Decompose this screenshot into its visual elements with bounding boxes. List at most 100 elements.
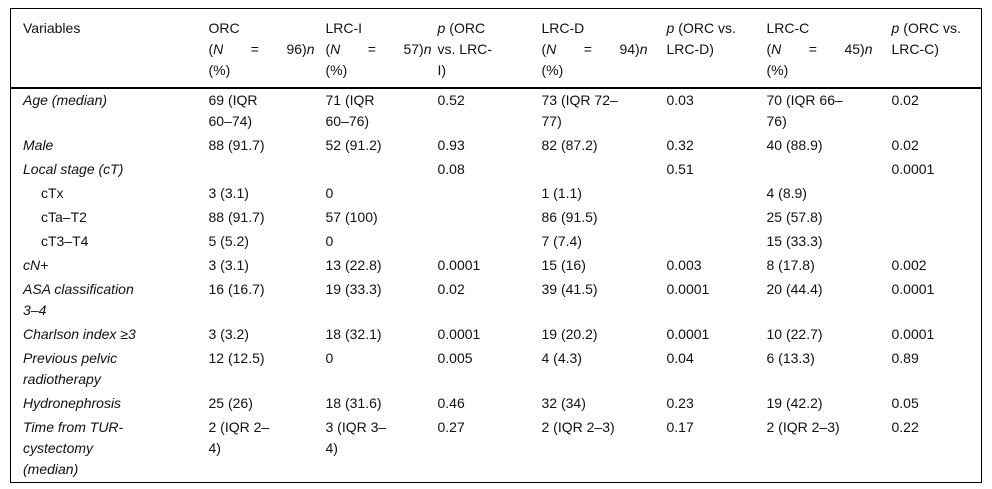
column-percent-label: (%) bbox=[766, 62, 789, 78]
table-row-ct3-t4: cT3–T4 5 (5.2) 0 7 (7.4) 15 (33.3) bbox=[11, 230, 982, 254]
cell-lrc-c bbox=[767, 158, 892, 182]
cell-lrc-c: 15 (33.3) bbox=[766, 233, 823, 249]
cell-lrc-d: 86 (91.5) bbox=[541, 209, 598, 225]
col-header-p-orc-vs-lrc-c: p (ORC vs. LRC-C) bbox=[891, 8, 982, 89]
cell-p-lrc-d: 0.04 bbox=[666, 350, 694, 366]
cell-p-lrc-c: 0.002 bbox=[891, 257, 927, 273]
cell-lrc-i: 3 (IQR 3– 4) bbox=[325, 419, 387, 456]
table-row-time-tur: Time from TUR- cystectomy (median) 2 (IQ… bbox=[11, 416, 982, 483]
cell-p-lrc-d bbox=[667, 206, 767, 230]
col-header-p-orc-vs-lrc-i: p (ORC vs. LRC- I) bbox=[437, 8, 542, 89]
column-n-line: (N = 45)n bbox=[766, 41, 873, 57]
row-label: cTa–T2 bbox=[41, 209, 87, 225]
table-row-local-stage: Local stage (cT) 0.08 0.51 0.0001 bbox=[11, 158, 982, 182]
cell-p-lrc-i: 0.52 bbox=[437, 92, 465, 108]
col-header-lrc-d: LRC-D (N = 94)n (%) bbox=[541, 8, 667, 89]
column-percent-label: (%) bbox=[325, 62, 348, 78]
cell-p-lrc-d: 0.0001 bbox=[666, 326, 710, 342]
cell-p-lrc-i: 0.0001 bbox=[437, 257, 481, 273]
cell-p-lrc-d: 0.23 bbox=[666, 395, 694, 411]
cell-lrc-d: 82 (87.2) bbox=[541, 137, 598, 153]
row-label: Age (median) bbox=[23, 92, 108, 108]
cell-p-lrc-i bbox=[438, 230, 542, 254]
col-header-lrc-i: LRC-I (N = 57)n (%) bbox=[325, 8, 438, 89]
table-row-cta-t2: cTa–T2 88 (91.7) 57 (100) 86 (91.5) 25 (… bbox=[11, 206, 982, 230]
cell-orc: 2 (IQR 2– 4) bbox=[208, 419, 270, 456]
table-row-ctx: cTx 3 (3.1) 0 1 (1.1) 4 (8.9) bbox=[11, 182, 982, 206]
cell-p-lrc-c bbox=[892, 206, 982, 230]
col-header-lrc-c: LRC-C (N = 45)n (%) bbox=[766, 8, 892, 89]
cell-p-lrc-i: 0.08 bbox=[437, 161, 465, 177]
cell-p-lrc-d: 0.17 bbox=[666, 419, 694, 435]
cell-lrc-d: 1 (1.1) bbox=[541, 185, 582, 201]
column-title: LRC-I bbox=[325, 20, 363, 36]
cell-lrc-i: 0 bbox=[325, 185, 334, 201]
table-row-hydronephrosis: Hydronephrosis 25 (26) 18 (31.6) 0.46 32… bbox=[11, 392, 982, 416]
p-symbol: p bbox=[437, 20, 446, 36]
cell-lrc-i: 19 (33.3) bbox=[325, 281, 382, 297]
cell-orc: 3 (3.2) bbox=[208, 326, 249, 342]
cell-lrc-c: 19 (42.2) bbox=[766, 395, 823, 411]
cell-lrc-c: 70 (IQR 66– 76) bbox=[766, 92, 843, 129]
cell-lrc-d: 73 (IQR 72– 77) bbox=[541, 92, 618, 129]
table-row-charlson: Charlson index ≥3 3 (3.2) 18 (32.1) 0.00… bbox=[11, 323, 982, 347]
p-comparison: (ORC vs. LRC-C) bbox=[891, 20, 961, 57]
row-label: Previous pelvic radiotherapy bbox=[23, 350, 118, 387]
patient-characteristics-table: Variables ORC (N = 96)n (%) LRC-I (N = bbox=[10, 8, 982, 483]
cell-lrc-c: 10 (22.7) bbox=[766, 326, 823, 342]
cell-p-lrc-d: 0.003 bbox=[666, 257, 702, 273]
cell-p-lrc-d: 0.03 bbox=[666, 92, 694, 108]
cell-orc bbox=[209, 158, 326, 182]
cell-lrc-c: 2 (IQR 2–3) bbox=[766, 419, 840, 435]
cell-p-lrc-c: 0.05 bbox=[891, 395, 919, 411]
cell-p-lrc-i: 0.005 bbox=[437, 350, 473, 366]
column-percent-label: (%) bbox=[541, 62, 564, 78]
cell-p-lrc-c: 0.22 bbox=[891, 419, 919, 435]
cell-p-lrc-i: 0.93 bbox=[437, 137, 465, 153]
row-label: Male bbox=[23, 137, 54, 153]
cell-lrc-i: 71 (IQR 60–76) bbox=[325, 92, 375, 129]
column-title: LRC-C bbox=[766, 20, 810, 36]
cell-lrc-c: 20 (44.4) bbox=[766, 281, 823, 297]
cell-orc: 88 (91.7) bbox=[208, 209, 265, 225]
cell-lrc-i: 0 bbox=[325, 233, 334, 249]
cell-orc: 5 (5.2) bbox=[208, 233, 249, 249]
column-n-line: (N = 57)n bbox=[325, 41, 432, 57]
cell-p-lrc-i bbox=[438, 206, 542, 230]
row-label: ASA classification 3–4 bbox=[23, 281, 134, 318]
header-row: Variables ORC (N = 96)n (%) LRC-I (N = bbox=[10, 8, 982, 89]
cell-lrc-i: 18 (31.6) bbox=[325, 395, 382, 411]
cell-orc: 3 (3.1) bbox=[208, 185, 249, 201]
cell-p-lrc-c: 0.02 bbox=[891, 92, 919, 108]
row-label: cT3–T4 bbox=[41, 233, 89, 249]
cell-lrc-d bbox=[542, 158, 667, 182]
variables-label: Variables bbox=[23, 20, 81, 36]
cell-p-lrc-d: 0.51 bbox=[666, 161, 694, 177]
cell-orc: 25 (26) bbox=[208, 395, 253, 411]
row-label: Local stage (cT) bbox=[23, 161, 124, 177]
cell-p-lrc-c: 0.0001 bbox=[891, 281, 935, 297]
cell-lrc-d: 39 (41.5) bbox=[541, 281, 598, 297]
row-label: Time from TUR- cystectomy (median) bbox=[23, 419, 124, 477]
cell-lrc-i bbox=[326, 158, 438, 182]
cell-p-lrc-d bbox=[667, 230, 767, 254]
p-comparison: (ORC vs. LRC- I) bbox=[437, 20, 492, 78]
cell-p-lrc-i: 0.02 bbox=[437, 281, 465, 297]
cell-p-lrc-d bbox=[667, 182, 767, 206]
p-symbol: p bbox=[666, 20, 675, 36]
cell-p-lrc-c: 0.0001 bbox=[891, 161, 935, 177]
column-percent-label: (%) bbox=[208, 62, 231, 78]
cell-lrc-i: 18 (32.1) bbox=[325, 326, 382, 342]
cell-lrc-i: 52 (91.2) bbox=[325, 137, 382, 153]
cell-p-lrc-i: 0.27 bbox=[437, 419, 465, 435]
cell-lrc-c: 4 (8.9) bbox=[766, 185, 807, 201]
row-label: Charlson index ≥3 bbox=[23, 326, 136, 342]
cell-lrc-i: 0 bbox=[325, 350, 334, 366]
cell-p-lrc-i bbox=[438, 182, 542, 206]
table-row-male: Male 88 (91.7) 52 (91.2) 0.93 82 (87.2) … bbox=[11, 134, 982, 158]
col-header-p-orc-vs-lrc-d: p (ORC vs. LRC-D) bbox=[666, 8, 767, 89]
p-symbol: p bbox=[891, 20, 900, 36]
row-label: cTx bbox=[41, 185, 64, 201]
column-title: LRC-D bbox=[541, 20, 585, 36]
